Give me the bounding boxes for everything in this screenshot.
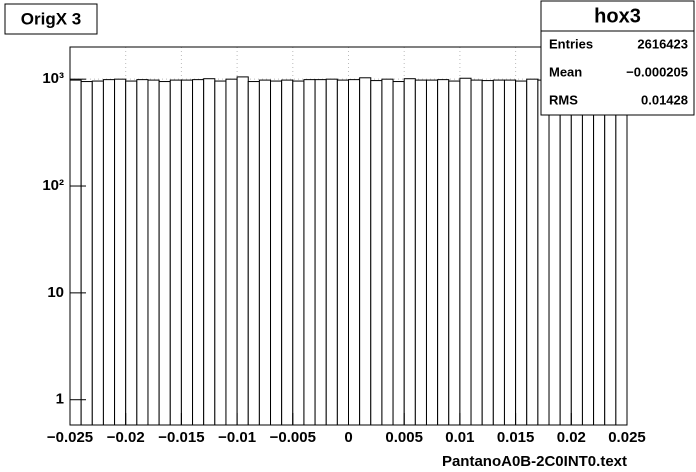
bar xyxy=(180,79,194,426)
bar xyxy=(158,81,171,426)
stats-label: Entries xyxy=(549,36,593,51)
bar xyxy=(203,78,216,426)
x-tick-label: 0 xyxy=(344,429,352,446)
x-tick-label: −0.025 xyxy=(47,429,93,446)
bar xyxy=(481,80,494,426)
bar xyxy=(348,79,361,426)
bar xyxy=(303,79,316,426)
bar xyxy=(225,78,238,426)
stats-label: RMS xyxy=(549,92,578,107)
bar xyxy=(548,81,561,426)
bar xyxy=(381,78,394,426)
bar xyxy=(503,79,517,426)
stats-title: hox3 xyxy=(594,5,641,27)
bar xyxy=(80,81,93,426)
bar xyxy=(392,81,405,426)
stats-label: Mean xyxy=(549,64,582,79)
bar xyxy=(448,80,461,426)
stats-value: 2616423 xyxy=(637,36,688,51)
bar xyxy=(370,80,383,426)
bar xyxy=(69,79,82,426)
bar xyxy=(292,80,305,426)
bar xyxy=(91,80,104,426)
bar xyxy=(336,79,349,426)
x-tick-label: −0.02 xyxy=(107,429,145,446)
bar xyxy=(258,79,272,426)
bar xyxy=(437,79,450,426)
bar xyxy=(314,79,327,426)
bar xyxy=(615,80,628,426)
bar xyxy=(325,78,338,426)
bar xyxy=(470,79,483,426)
bar xyxy=(414,79,427,426)
bar xyxy=(147,79,160,426)
bar xyxy=(570,79,583,426)
bar xyxy=(102,79,116,426)
bar xyxy=(192,79,205,426)
bar xyxy=(403,78,416,426)
bar xyxy=(281,79,294,426)
bar xyxy=(114,78,127,426)
bar xyxy=(537,79,550,426)
bar xyxy=(136,79,149,426)
stats-value: 0.01428 xyxy=(641,92,688,107)
bar xyxy=(581,78,595,426)
bar xyxy=(459,77,472,426)
y-tick-label: 1 xyxy=(56,391,64,408)
bar xyxy=(515,80,528,426)
x-tick-label: 0.015 xyxy=(497,429,535,446)
x-tick-label: −0.015 xyxy=(158,429,204,446)
x-tick-label: 0.01 xyxy=(445,429,474,446)
bar xyxy=(593,79,606,426)
bar xyxy=(169,79,182,426)
x-axis-label: PantanoA0B-2C0INT0.text xyxy=(442,453,627,470)
stats-value: −0.000205 xyxy=(626,64,688,79)
stats-box xyxy=(540,0,695,116)
bar xyxy=(125,80,138,426)
x-tick-label: 0.02 xyxy=(557,429,586,446)
bar xyxy=(214,80,227,426)
x-tick-label: 0.025 xyxy=(608,429,646,446)
y-tick-label: 10 xyxy=(47,284,64,301)
x-tick-label: −0.01 xyxy=(218,429,256,446)
y-tick-label: 10² xyxy=(42,177,64,194)
y-tick-label: 10³ xyxy=(42,70,64,87)
x-tick-label: −0.005 xyxy=(270,429,316,446)
bar xyxy=(492,79,505,426)
bar xyxy=(236,76,249,426)
bar xyxy=(247,81,260,426)
bar xyxy=(359,77,372,426)
bar xyxy=(270,80,283,426)
bar xyxy=(526,78,539,426)
bar xyxy=(425,79,439,426)
chart-title: OrigX 3 xyxy=(21,9,81,28)
bar xyxy=(604,81,617,426)
title-box xyxy=(4,3,98,35)
bar xyxy=(559,80,572,426)
x-tick-label: 0.005 xyxy=(385,429,423,446)
